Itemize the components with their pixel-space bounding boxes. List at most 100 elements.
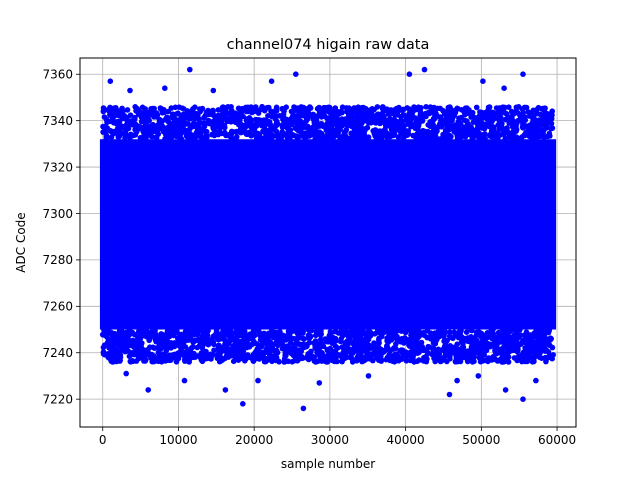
outlier-point <box>107 78 114 84</box>
data-point <box>361 110 368 117</box>
outlier-point <box>123 370 129 377</box>
outlier-point <box>268 78 275 84</box>
data-point <box>481 351 488 358</box>
data-point <box>398 113 404 120</box>
data-point <box>489 335 495 342</box>
data-point <box>529 335 536 342</box>
y-tick-label: 7340 <box>42 114 73 128</box>
data-point <box>226 340 232 347</box>
data-point <box>500 104 506 111</box>
outlier-point <box>255 377 261 384</box>
data-point <box>159 124 166 131</box>
data-point <box>250 328 257 335</box>
data-point <box>465 350 472 356</box>
data-point <box>468 339 475 346</box>
data-point <box>267 122 274 128</box>
data-point <box>454 105 461 112</box>
data-point <box>511 347 518 354</box>
data-point <box>338 108 344 115</box>
data-point <box>225 332 232 338</box>
data-point <box>389 326 395 333</box>
data-point <box>161 341 168 348</box>
data-point <box>395 357 402 364</box>
data-point <box>262 335 269 341</box>
data-point <box>269 333 276 340</box>
data-point <box>528 135 535 141</box>
data-point <box>316 104 322 111</box>
data-point <box>531 358 537 365</box>
data-point <box>168 330 174 336</box>
data-point <box>338 336 344 342</box>
data-point <box>312 345 319 351</box>
data-point <box>376 349 382 355</box>
data-point <box>174 125 180 131</box>
data-point <box>452 359 459 365</box>
data-point <box>231 344 238 351</box>
data-point <box>487 329 494 335</box>
data-point <box>440 329 447 335</box>
data-point <box>485 358 491 365</box>
data-point <box>473 129 479 136</box>
data-point <box>471 358 477 365</box>
data-point <box>431 134 437 140</box>
data-point <box>498 124 505 130</box>
data-point <box>283 104 290 110</box>
data-point <box>186 356 193 362</box>
data-point <box>352 121 359 127</box>
data-point <box>142 127 149 134</box>
outlier-point <box>127 87 133 94</box>
data-point <box>318 114 325 120</box>
data-point <box>164 124 171 131</box>
data-point <box>116 119 123 125</box>
data-point <box>391 116 398 123</box>
data-point <box>170 352 176 358</box>
data-point <box>547 342 553 349</box>
data-point <box>391 111 398 118</box>
data-point <box>100 123 106 130</box>
data-point <box>215 354 221 360</box>
data-point <box>300 133 307 140</box>
data-point <box>320 343 327 350</box>
chart-title: channel074 higain raw data <box>227 37 430 53</box>
data-point <box>343 105 350 111</box>
data-point <box>420 127 426 134</box>
data-point <box>327 114 333 121</box>
data-point <box>238 129 244 136</box>
data-point <box>424 346 430 353</box>
data-point <box>315 131 321 137</box>
data-point <box>176 352 183 358</box>
data-point <box>193 129 200 136</box>
data-point <box>372 133 378 139</box>
data-point <box>245 333 251 340</box>
data-point <box>198 350 205 356</box>
data-point <box>377 328 384 335</box>
data-point <box>491 124 497 130</box>
data-point <box>234 329 240 336</box>
data-point <box>113 105 119 111</box>
data-point <box>198 357 205 363</box>
data-point <box>172 104 179 111</box>
outlier-point <box>480 78 486 84</box>
data-point <box>370 119 376 125</box>
data-point <box>200 120 206 126</box>
data-point <box>428 336 434 342</box>
data-point <box>453 346 460 353</box>
data-point <box>294 121 301 127</box>
data-point <box>102 128 109 135</box>
data-point <box>307 333 314 340</box>
data-point <box>194 332 201 338</box>
data-point <box>381 349 387 355</box>
data-point <box>447 105 454 112</box>
data-point <box>536 341 543 348</box>
data-point <box>222 124 228 131</box>
data-point <box>545 354 552 361</box>
data-point <box>419 343 426 350</box>
y-tick-label: 7280 <box>42 253 73 267</box>
data-point <box>147 344 153 351</box>
data-point <box>171 112 177 118</box>
data-point <box>436 332 443 339</box>
data-point <box>257 331 264 338</box>
data-point <box>437 114 444 120</box>
data-point <box>189 344 196 351</box>
data-point <box>139 104 146 111</box>
